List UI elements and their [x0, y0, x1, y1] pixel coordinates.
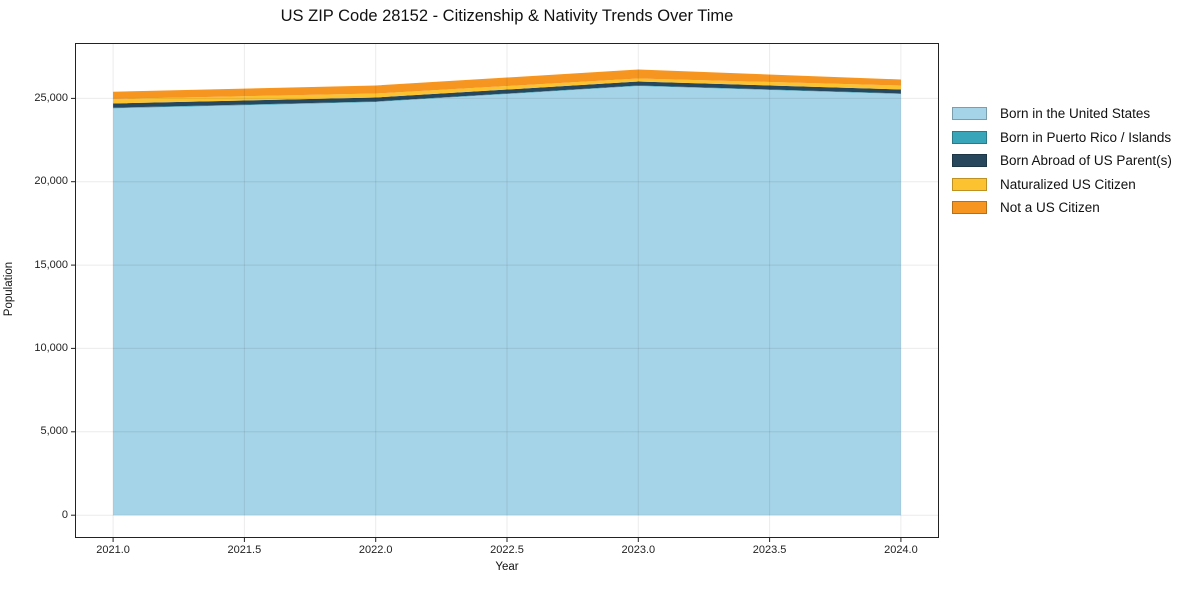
plot-area: [71, 43, 939, 542]
area-born-in-puerto-rico-islands: [113, 85, 901, 109]
y-tick-label: 10,000: [34, 341, 68, 354]
legend-swatch: [952, 130, 987, 144]
chart-title: US ZIP Code 28152 - Citizenship & Nativi…: [280, 7, 734, 25]
x-tick-label: 2024.0: [884, 544, 918, 556]
legend-label: Naturalized US Citizen: [1000, 176, 1136, 192]
legend-swatch: [952, 107, 987, 121]
legend-item-born-in-puerto-rico-islands: Born in Puerto Rico / Islands: [952, 126, 1172, 150]
legend-item-not-a-us-citizen: Not a US Citizen: [952, 196, 1172, 220]
legend-item-naturalized-us-citizen: Naturalized US Citizen: [952, 173, 1172, 197]
x-tick-label: 2022.5: [490, 544, 524, 556]
legend-swatch: [952, 201, 987, 215]
legend-item-born-abroad-of-us-parent-s: Born Abroad of US Parent(s): [952, 149, 1172, 173]
y-tick-label: 25,000: [34, 91, 68, 104]
y-tick-label: 0: [61, 508, 68, 521]
x-axis-label: Year: [495, 561, 519, 573]
x-tick-label: 2023.0: [621, 544, 656, 556]
y-tick-label: 20,000: [34, 175, 68, 188]
legend-label: Born in Puerto Rico / Islands: [1000, 129, 1172, 145]
y-tick-label: 15,000: [34, 258, 68, 271]
area-naturalized-us-citizen: [113, 78, 901, 104]
area-born-in-the-united-states: [113, 86, 901, 516]
stacked-area-chart: [71, 43, 939, 542]
legend-label: Born in the United States: [1000, 106, 1151, 122]
x-tick-label: 2022.0: [358, 544, 393, 556]
axes-frame: [75, 43, 939, 538]
legend-item-born-in-the-united-states: Born in the United States: [952, 102, 1172, 126]
x-tick-label: 2023.5: [752, 544, 787, 556]
x-tick-label: 2021.5: [227, 544, 262, 556]
legend-label: Born Abroad of US Parent(s): [1000, 153, 1172, 169]
area-born-abroad-of-us-parent-s: [113, 81, 901, 108]
legend-label: Not a US Citizen: [1000, 200, 1100, 216]
legend-swatch: [952, 154, 987, 168]
y-tick-label: 5,000: [40, 425, 68, 438]
area-not-a-us-citizen: [113, 69, 901, 99]
legend-swatch: [952, 177, 987, 191]
legend: Born in the United States Born in Puerto …: [952, 102, 1172, 220]
x-tick-label: 2021.0: [96, 544, 130, 556]
